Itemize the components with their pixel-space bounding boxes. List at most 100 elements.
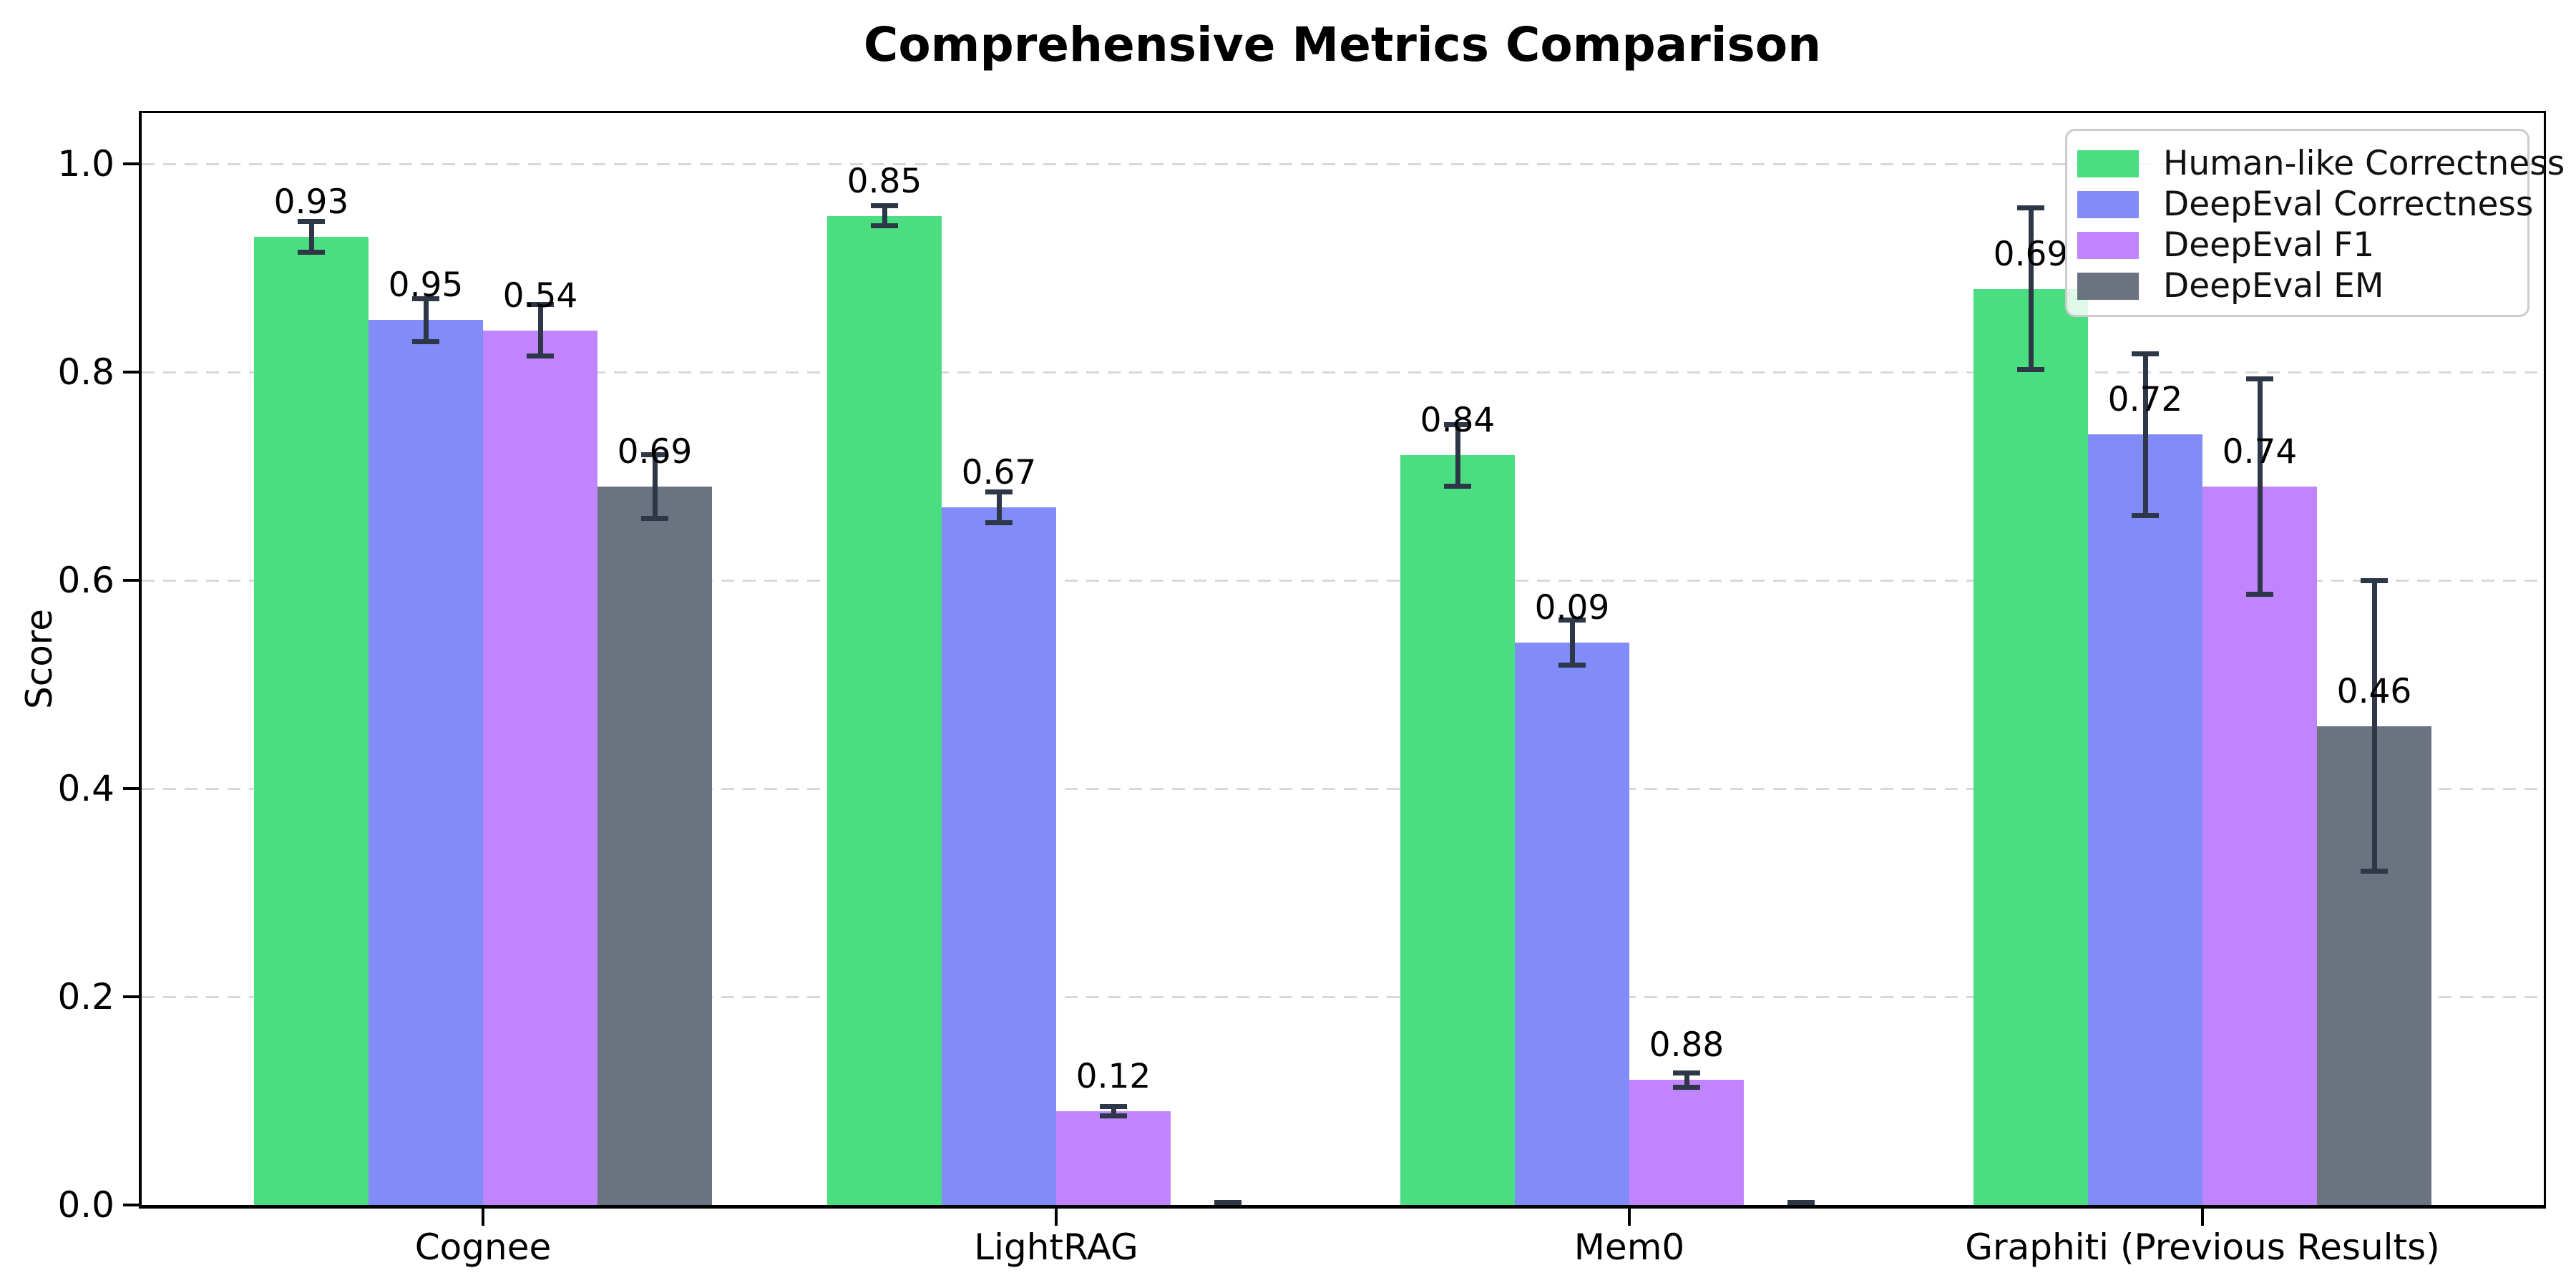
y-tick-label: 0.0 (57, 1184, 114, 1226)
error-bar-line (309, 221, 314, 253)
bar-value-label: 0.74 (2222, 432, 2298, 472)
bar-value-label: 0.69 (1993, 235, 2069, 274)
bar (369, 320, 483, 1205)
legend-item: DeepEval F1 (2077, 225, 2527, 265)
bar-value-label: 0.09 (1534, 588, 1610, 628)
x-tick-mark (1628, 1209, 1631, 1226)
error-bar-cap-zero (1214, 1200, 1241, 1205)
error-bar-cap-top (1444, 422, 1471, 427)
bar-value-label: 0.46 (2336, 672, 2412, 711)
error-bar-line (1684, 1073, 1689, 1088)
x-tick-mark (2201, 1209, 2204, 1226)
error-bar-cap-bottom (412, 339, 439, 344)
y-tick-mark (123, 579, 142, 582)
legend-item: DeepEval EM (2077, 265, 2527, 306)
error-bar-cap-bottom (1558, 663, 1586, 668)
gridline (142, 371, 2546, 374)
error-bar-line (997, 492, 1002, 523)
bar-value-label: 0.93 (273, 182, 349, 222)
y-tick-label: 1.0 (57, 143, 114, 185)
bar-value-label: 0.85 (847, 162, 922, 201)
legend-label: Human-like Correctness (2163, 144, 2565, 183)
error-bar-cap-zero (1787, 1200, 1815, 1205)
legend-item: Human-like Correctness (2077, 143, 2565, 184)
axis-bottom-spine (139, 1205, 2546, 1209)
bar-value-label: 0.67 (961, 453, 1037, 492)
error-bar-line (538, 304, 543, 356)
y-tick-mark (123, 787, 142, 790)
gridline (142, 163, 2546, 165)
x-tick-mark (482, 1209, 484, 1226)
error-bar-cap-bottom (527, 353, 554, 358)
y-tick-label: 0.2 (57, 976, 114, 1018)
error-bar-cap-bottom (2246, 592, 2273, 597)
y-tick-mark (123, 371, 142, 374)
bar (1974, 289, 2088, 1205)
error-bar-cap-top (871, 203, 898, 208)
bar (597, 487, 712, 1205)
y-tick-label: 0.6 (57, 560, 114, 601)
bar (1515, 643, 1629, 1205)
legend-swatch (2077, 272, 2139, 300)
y-tick-label: 0.8 (57, 351, 114, 393)
legend-label: DeepEval Correctness (2163, 185, 2534, 224)
error-bar-cap-top (2361, 578, 2388, 583)
bar (254, 237, 369, 1205)
legend-label: DeepEval F1 (2163, 225, 2375, 265)
error-bar-cap-bottom (641, 516, 668, 521)
error-bar-line (2372, 580, 2377, 872)
error-bar-cap-bottom (1100, 1113, 1127, 1118)
gridline (142, 996, 2546, 998)
bar (2088, 434, 2202, 1205)
axis-left-spine (139, 111, 142, 1209)
bar-value-label: 0.12 (1075, 1057, 1151, 1096)
bar-value-label: 0.84 (1420, 401, 1496, 440)
bar (1629, 1080, 1744, 1205)
error-bar-cap-bottom (985, 520, 1013, 525)
error-bar-cap-top (2132, 351, 2159, 356)
bar (1400, 455, 1515, 1205)
error-bar-cap-top (1673, 1070, 1700, 1075)
bar (942, 507, 1056, 1205)
error-bar-cap-top (2017, 205, 2044, 210)
x-tick-label: Mem0 (1574, 1226, 1685, 1268)
error-bar-cap-top (1100, 1104, 1127, 1109)
error-bar-cap-bottom (1673, 1085, 1700, 1090)
error-bar-cap-bottom (1444, 484, 1471, 489)
error-bar-cap-top (985, 489, 1013, 494)
chart-title: Comprehensive Metrics Comparison (863, 17, 1822, 72)
error-bar-line (653, 454, 658, 519)
legend-swatch (2077, 231, 2139, 259)
error-bar-cap-bottom (871, 223, 898, 228)
x-tick-label: Cognee (414, 1226, 552, 1268)
error-bar-cap-bottom (2132, 513, 2159, 518)
x-tick-label: LightRAG (974, 1226, 1138, 1268)
error-bar-cap-top (641, 452, 668, 457)
bar-value-label: 0.54 (502, 276, 578, 316)
legend-swatch (2077, 190, 2139, 218)
axis-right-spine (2544, 111, 2546, 1209)
y-tick-mark (123, 995, 142, 998)
error-bar-line (1455, 424, 1460, 487)
error-bar-cap-top (527, 302, 554, 307)
error-bar-cap-bottom (298, 250, 325, 255)
legend: Human-like Correctness DeepEval Correctne… (2065, 129, 2565, 317)
y-tick-mark (123, 1204, 142, 1206)
error-bar-cap-top (2246, 376, 2273, 381)
error-bar-line (424, 298, 429, 342)
bar (1056, 1111, 1171, 1205)
error-bar-cap-top (412, 296, 439, 301)
error-bar-line (2029, 208, 2034, 370)
bar-value-label: 0.72 (2107, 380, 2183, 419)
x-tick-mark (1055, 1209, 1058, 1226)
bar-value-label: 0.69 (617, 432, 693, 472)
error-bar-line (1111, 1106, 1116, 1116)
y-axis-label: Score (19, 608, 60, 710)
bar (483, 331, 597, 1205)
error-bar-cap-top (1558, 618, 1586, 623)
gridline (142, 788, 2546, 790)
error-bar-line (882, 205, 887, 226)
bar-value-label: 0.95 (388, 265, 464, 305)
bar (2202, 487, 2317, 1205)
